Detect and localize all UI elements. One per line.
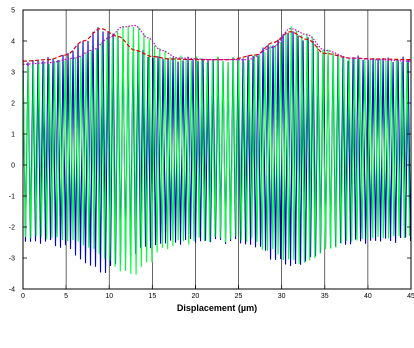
y-tick-label: -4 [9,287,15,294]
y-tick-label: 1 [11,132,15,139]
y-tick-label: 0 [11,163,15,170]
y-tick-label: -1 [9,194,15,201]
x-tick-label: 20 [192,293,200,300]
x-tick-label: 0 [21,293,25,300]
x-tick-label: 15 [148,293,156,300]
y-tick-label: 5 [11,8,15,15]
y-tick-label: 2 [11,101,15,108]
x-axis-label: Displacement (µm) [177,303,257,313]
series-group [22,24,412,275]
magenta-envelope-line [22,24,412,65]
green-signal-line [22,25,411,275]
y-tick-label: -3 [9,256,15,263]
x-tick-label: 30 [278,293,286,300]
plot-frame [22,9,412,290]
x-tick-label: 5 [64,293,68,300]
x-tick-label: 45 [407,293,414,300]
y-tick-label: 3 [11,70,15,77]
x-tick-label: 25 [235,293,243,300]
y-tick-label: 4 [11,39,15,46]
x-tick-label: 10 [105,293,113,300]
x-tick-label: 40 [364,293,372,300]
x-tick-label: 35 [321,293,329,300]
y-tick-label: -2 [9,225,15,232]
